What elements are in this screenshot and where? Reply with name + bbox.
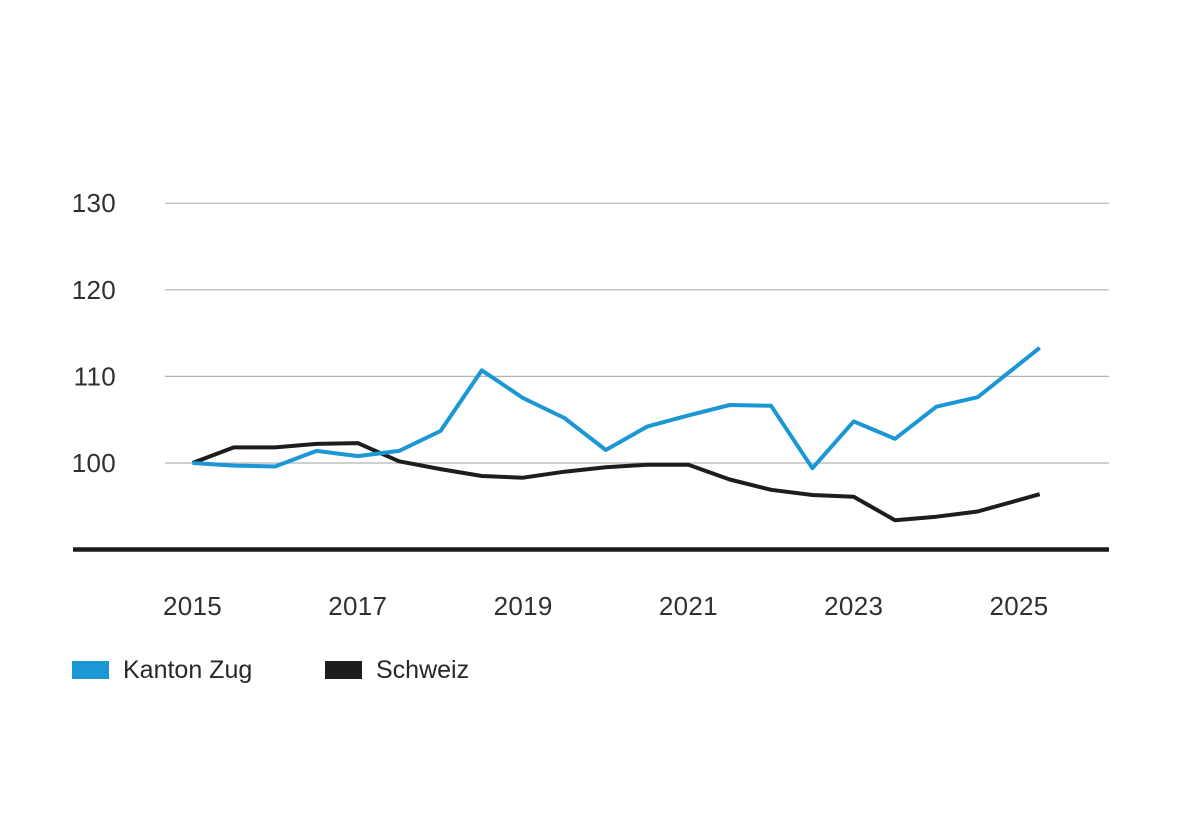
legend-label-schweiz: Schweiz — [376, 655, 470, 684]
chart-legend: Kanton Zug Schweiz — [0, 652, 1181, 688]
y-axis-tick-label: 120 — [72, 275, 116, 305]
legend-item-kanton-zug: Kanton Zug — [72, 652, 252, 688]
y-axis-tick-label: 100 — [72, 448, 116, 478]
series-line-schweiz — [191, 441, 1041, 523]
x-axis-tick-label: 2015 — [163, 591, 222, 621]
x-axis-tick-label: 2019 — [494, 591, 553, 621]
legend-swatch-kanton-zug — [72, 661, 109, 679]
legend-label-kanton-zug: Kanton Zug — [123, 655, 253, 684]
legend-item-schweiz: Schweiz — [325, 652, 469, 688]
series-line-kanton-zug — [192, 346, 1041, 471]
x-axis-tick-label: 2017 — [328, 591, 387, 621]
x-axis-tick-label: 2023 — [824, 591, 883, 621]
y-axis-tick-label: 130 — [72, 188, 116, 218]
y-axis-tick-label: 110 — [74, 361, 116, 391]
x-axis-tick-label: 2021 — [659, 591, 718, 621]
legend-swatch-schweiz — [325, 661, 362, 679]
x-axis-tick-label: 2025 — [989, 591, 1048, 621]
